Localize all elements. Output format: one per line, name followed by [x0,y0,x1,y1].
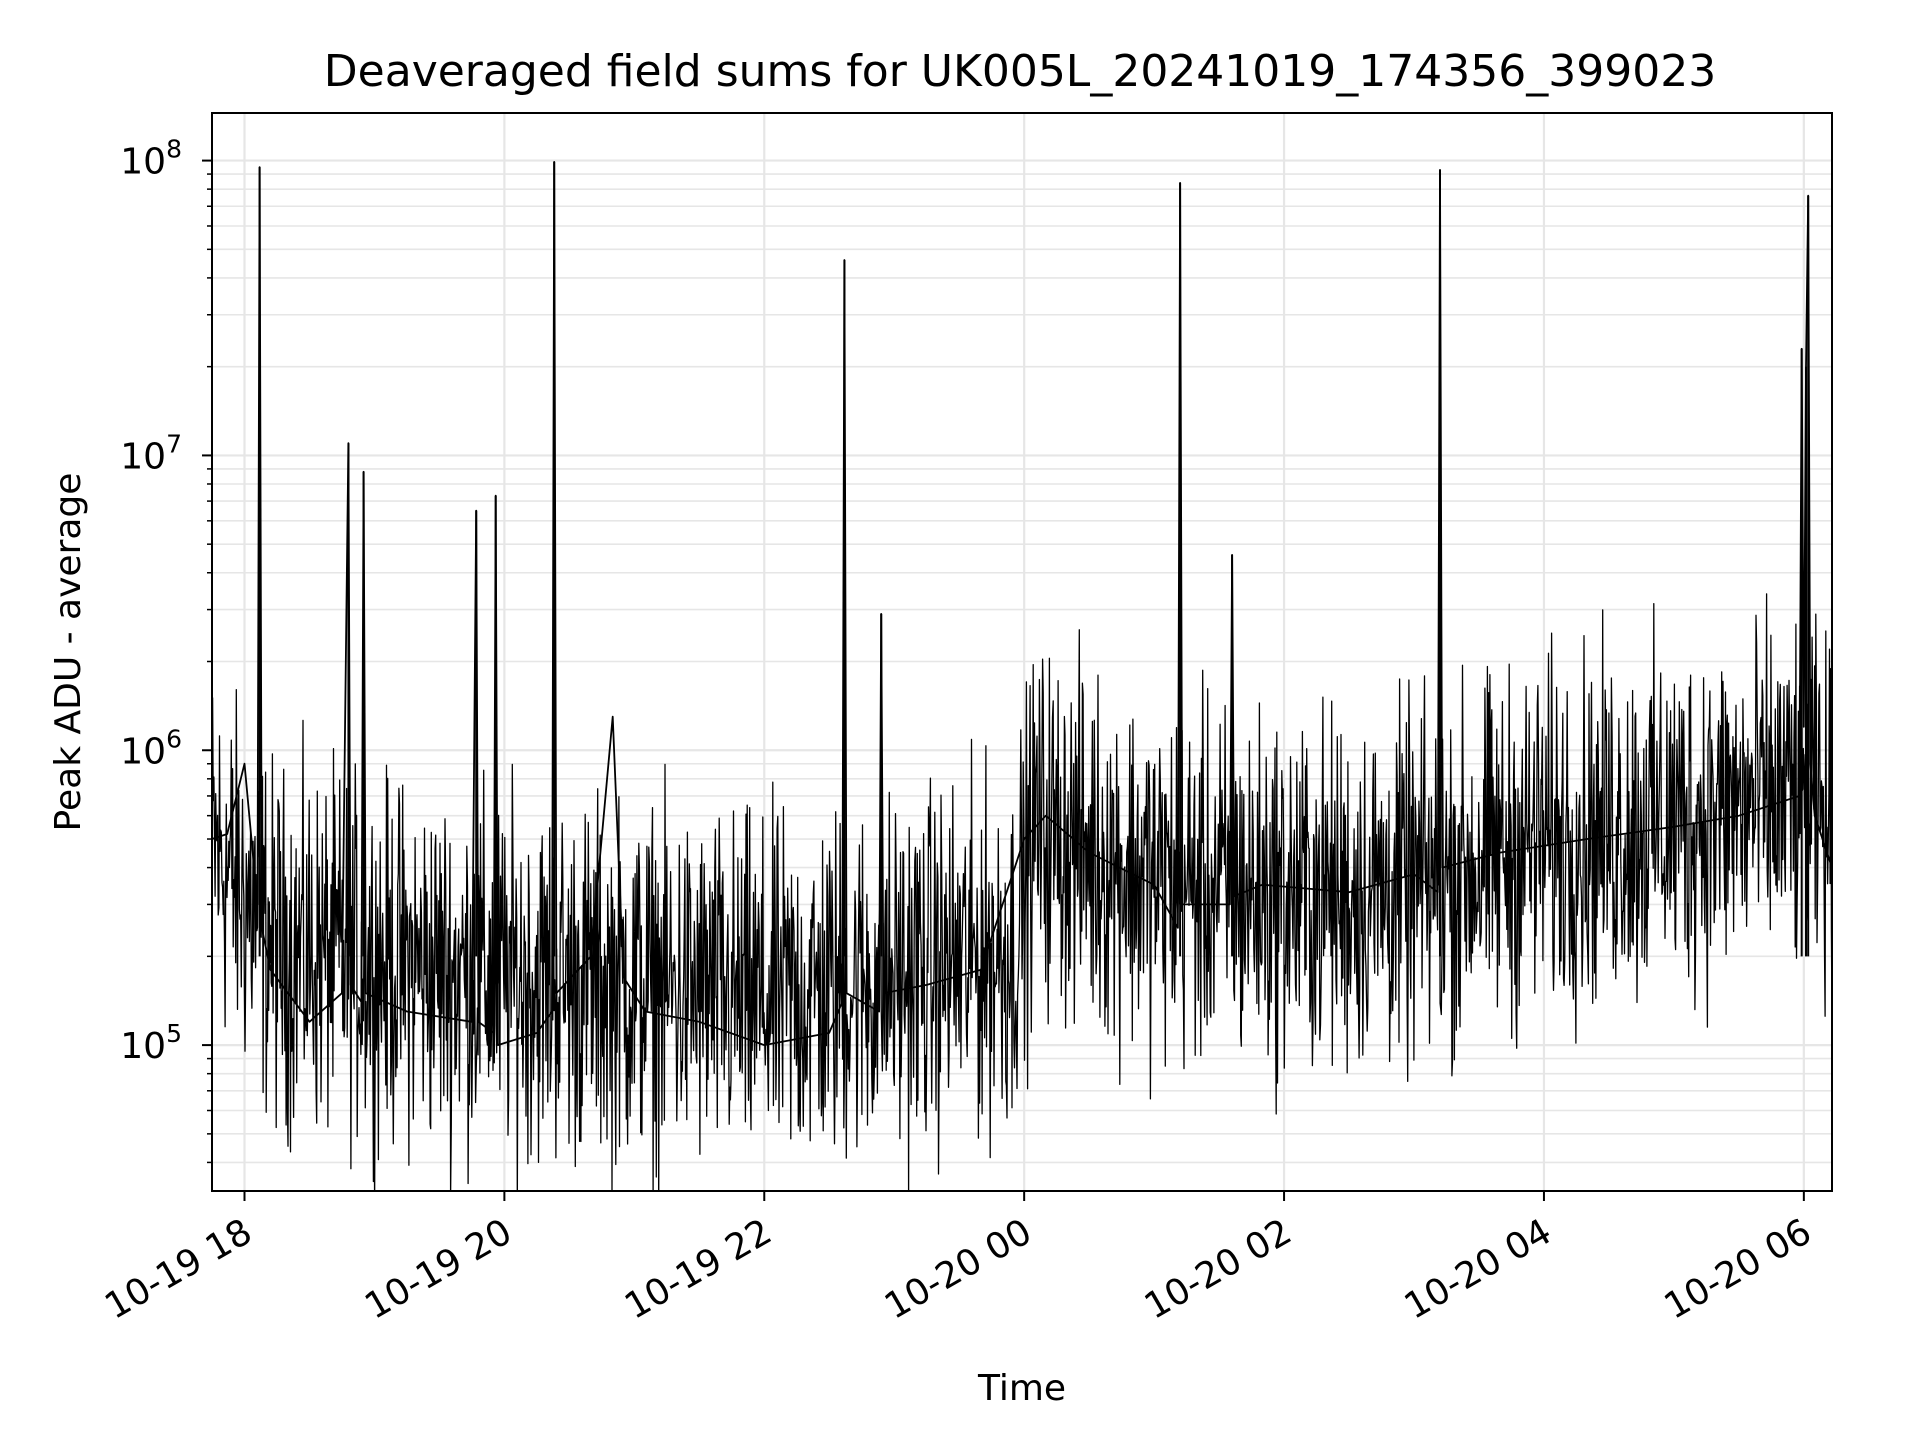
data-layer [212,161,1832,1191]
y-tick-base: 10 [120,731,166,772]
plot-frame [211,112,1833,1192]
y-tick-exponent: 5 [166,1019,182,1048]
series-line [212,161,1832,1046]
x-axis-label: Time [977,1368,1066,1409]
y-tick-label: 108 [120,135,182,183]
y-tick-base: 10 [120,436,166,477]
y-tick-exponent: 6 [166,724,182,753]
y-axis-label: Peak ADU - average [48,473,89,832]
y-tick-exponent: 7 [166,429,182,458]
y-tick-base: 10 [120,142,166,183]
series-noise-trace [212,569,1832,1191]
y-tick-label: 107 [120,429,182,477]
y-tick-label: 105 [120,1019,182,1067]
chart-title: Deaveraged field sums for UK005L_2024101… [324,46,1716,97]
y-tick-base: 10 [120,1026,166,1067]
y-tick-label: 106 [120,724,182,772]
y-tick-exponent: 8 [166,135,182,164]
